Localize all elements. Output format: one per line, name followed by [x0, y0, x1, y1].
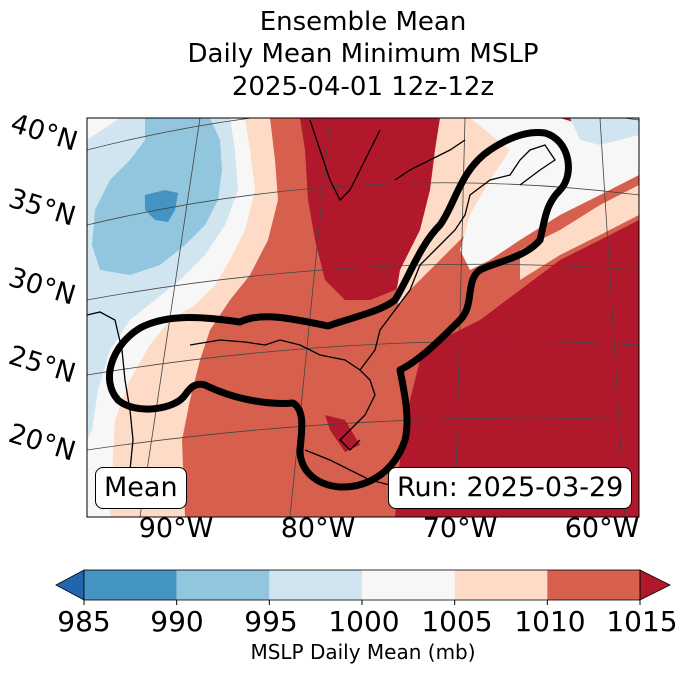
lon-label-70w: 70°W: [422, 513, 498, 544]
colorbar-segment-1000: [362, 570, 455, 600]
gridlines: [87, 118, 639, 517]
colorbar-extend-high: [639, 569, 671, 601]
colorbar-tick-1005: 1005: [421, 605, 493, 638]
colorbar-extend-low: [55, 569, 85, 601]
title-line-3: 2025-04-01 12z-12z: [231, 72, 495, 102]
region-985-990: [145, 190, 178, 222]
title-line-2: Daily Mean Minimum MSLP: [187, 39, 539, 69]
colorbar-segment-995: [269, 570, 362, 600]
colorbar-tick-995: 995: [244, 605, 298, 638]
colorbar-tick-1015: 1015: [606, 605, 678, 638]
colorbar-segment-1005: [454, 570, 548, 600]
lon-label-80w: 80°W: [280, 513, 356, 544]
colorbar-tick-985: 985: [57, 605, 111, 638]
colorbar-segment-990: [176, 570, 270, 600]
mean-label-box: Mean: [95, 467, 187, 509]
lon-label-90w: 90°W: [138, 513, 214, 544]
map-frame: [86, 117, 640, 518]
colorbar-segment-1010: [547, 570, 640, 600]
colorbar-segment-985: [84, 570, 177, 600]
title-line-1: Ensemble Mean: [259, 7, 467, 37]
run-date-box: Run: 2025-03-29: [388, 467, 633, 509]
contour-1010: [106, 128, 572, 491]
colorbar-label: MSLP Daily Mean (mb): [250, 640, 476, 664]
lon-label-60w: 60°W: [564, 513, 640, 544]
colorbar-tick-1000: 1000: [328, 605, 400, 638]
colorbar-tick-990: 990: [150, 605, 204, 638]
colorbar-tick-1010: 1010: [514, 605, 586, 638]
